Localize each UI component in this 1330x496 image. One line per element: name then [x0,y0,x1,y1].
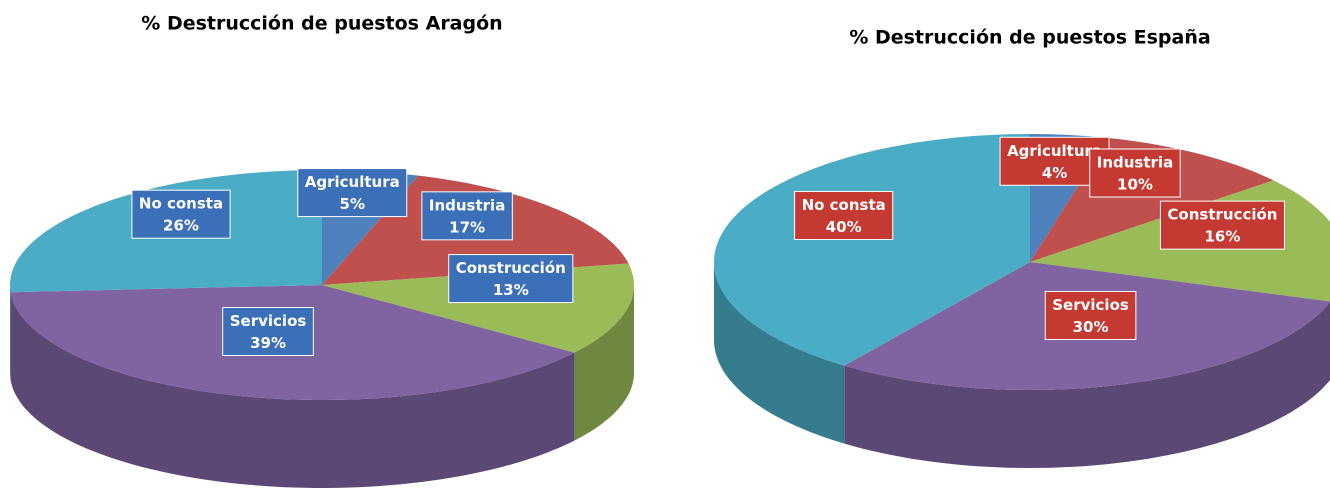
data-label-category: Industria [1097,153,1173,171]
data-label-category: Servicios [1052,296,1129,314]
data-label-box [448,254,574,304]
data-label-box [1044,290,1137,340]
chart-title: % Destrucción de puestos Aragón [141,13,502,35]
data-label-box [1089,148,1181,198]
data-label-value: 4% [1042,164,1067,182]
data-label: Industria 10% [1089,148,1181,198]
data-label-box [297,168,408,218]
data-label-category: Agricultura [1007,142,1102,160]
data-label-category: Agricultura [305,173,400,191]
data-label-category: No consta [139,195,223,213]
data-label-category: Construcción [1167,206,1277,224]
data-label-value: 16% [1204,228,1240,246]
data-label: Construcción 16% [1159,200,1285,250]
data-label: Servicios 39% [222,306,314,356]
data-label-box [421,191,513,241]
data-label-value: 30% [1073,318,1109,336]
slice [714,134,1030,366]
data-label-category: Industria [429,196,505,214]
data-label-category: Construcción [456,259,566,277]
data-label-value: 39% [250,334,286,352]
data-label-box [794,190,894,240]
data-label-box [1159,200,1285,250]
data-label-value: 5% [340,195,365,213]
slice-side [714,262,845,444]
data-label-value: 26% [163,217,199,235]
data-label-value: 10% [1117,175,1153,193]
data-label-box [222,306,314,356]
slice-side [844,302,1330,468]
slice-side [10,285,11,381]
data-label: No consta 40% [794,190,894,240]
slice-side [10,292,575,488]
data-label-category: Servicios [230,312,307,330]
data-label: No consta 26% [131,189,231,239]
data-label: Construcción 13% [448,254,574,304]
slice-side [574,285,634,441]
data-label-category: No consta [802,196,886,214]
chart-title: % Destrucción de puestos España [849,27,1210,49]
data-label-value: 13% [493,281,529,299]
data-label: Industria 17% [421,191,513,241]
data-label: Servicios 30% [1044,290,1137,340]
data-label-value: 17% [449,218,485,236]
data-label-value: 40% [826,218,862,236]
data-label-box [131,189,231,239]
data-label: Agricultura 5% [297,168,408,218]
